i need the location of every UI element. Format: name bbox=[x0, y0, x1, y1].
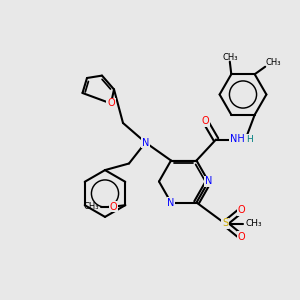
Text: CH₃: CH₃ bbox=[222, 52, 238, 62]
Text: CH₃: CH₃ bbox=[265, 58, 281, 67]
Text: S: S bbox=[222, 218, 228, 229]
Text: O: O bbox=[107, 98, 115, 109]
Text: CH₃: CH₃ bbox=[84, 202, 99, 211]
Text: NH: NH bbox=[230, 134, 244, 145]
Text: N: N bbox=[167, 197, 175, 208]
Text: H: H bbox=[246, 135, 252, 144]
Text: N: N bbox=[142, 137, 149, 148]
Text: O: O bbox=[238, 205, 245, 215]
Text: CH₃: CH₃ bbox=[245, 219, 262, 228]
Text: O: O bbox=[110, 202, 117, 212]
Text: O: O bbox=[202, 116, 209, 127]
Text: N: N bbox=[205, 176, 212, 187]
Text: O: O bbox=[238, 232, 245, 242]
